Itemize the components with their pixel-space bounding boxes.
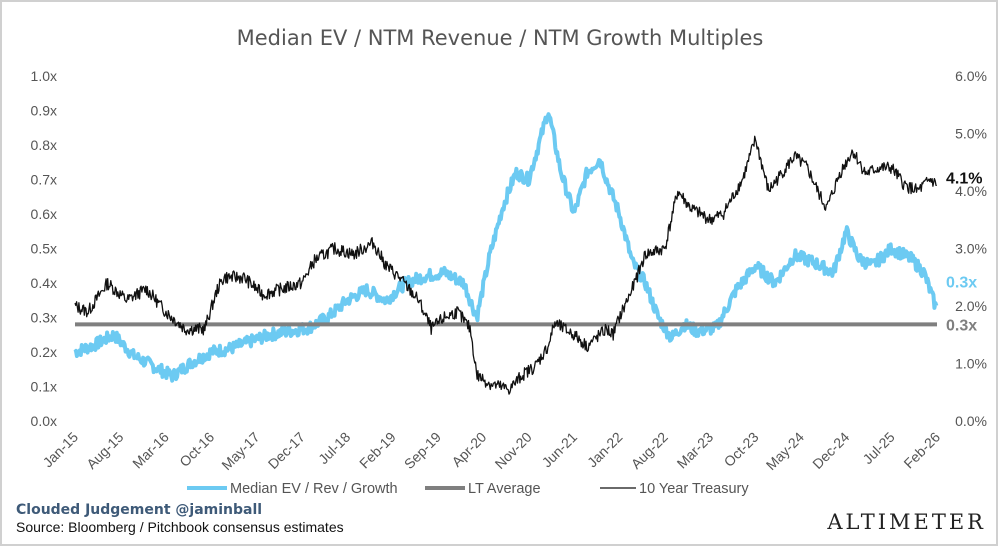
x-tick-label: Jan-15 bbox=[40, 429, 82, 471]
legend-label: Median EV / Rev / Growth bbox=[230, 481, 398, 497]
x-tick-label: Oct-16 bbox=[176, 429, 217, 470]
y-right-tick-label: 5.0% bbox=[955, 126, 987, 142]
y-left-tick-label: 0.1x bbox=[31, 379, 57, 395]
x-tick-label: Feb-19 bbox=[356, 429, 399, 472]
x-tick-label: Feb-26 bbox=[900, 429, 943, 472]
x-tick-label: Mar-16 bbox=[129, 429, 172, 472]
y-left-tick-label: 0.9x bbox=[31, 103, 57, 119]
end-label: 4.1% bbox=[946, 170, 982, 187]
y-right-tick-label: 3.0% bbox=[955, 241, 987, 257]
x-tick-label: Jul-18 bbox=[315, 429, 353, 467]
legend: Median EV / Rev / Growth LT Average 10 Yea… bbox=[187, 481, 749, 497]
y-right-tick-label: 0.0% bbox=[955, 413, 987, 429]
y-axis-left: 0.0x 0.1x 0.2x 0.3x 0.4x 0.5x 0.6x 0.7x 0.8x 0.9x… bbox=[31, 68, 57, 429]
x-tick-label: Dec-17 bbox=[265, 429, 308, 472]
y-left-tick-label: 0.7x bbox=[31, 172, 57, 188]
x-axis: Jan-15 Aug-15 Mar-16 Oct-16 May-17 Dec-17 Jul-… bbox=[40, 429, 944, 473]
y-left-tick-label: 0.5x bbox=[31, 241, 57, 257]
y-left-tick-label: 1.0x bbox=[31, 68, 57, 84]
series-line-median-ev-rev-growth bbox=[73, 112, 939, 383]
y-left-tick-label: 0.0x bbox=[31, 413, 57, 429]
end-label: 0.3x bbox=[946, 317, 977, 334]
credit-text: Clouded Judgement @jaminball bbox=[16, 502, 263, 518]
x-tick-label: Aug-15 bbox=[83, 429, 126, 472]
x-tick-label: Aug-22 bbox=[628, 429, 671, 472]
y-right-tick-label: 4.0% bbox=[955, 183, 987, 199]
x-tick-label: Jun-21 bbox=[539, 429, 581, 471]
brand-logo: ALTIMETER bbox=[827, 510, 986, 534]
series-layer bbox=[73, 112, 939, 395]
x-tick-label: May-24 bbox=[763, 429, 807, 473]
y-left-tick-label: 0.6x bbox=[31, 206, 57, 222]
legend-label: LT Average bbox=[468, 481, 541, 497]
x-tick-label: Apr-20 bbox=[448, 429, 489, 470]
x-tick-label: May-17 bbox=[218, 429, 262, 473]
end-label: 0.3x bbox=[946, 275, 977, 292]
x-tick-label: Dec-24 bbox=[809, 429, 852, 472]
legend-label: 10 Year Treasury bbox=[639, 481, 749, 497]
y-right-tick-label: 1.0% bbox=[955, 356, 987, 372]
x-tick-label: Jan-22 bbox=[584, 429, 626, 471]
end-labels: 4.1% 0.3x 0.3x bbox=[946, 170, 982, 334]
y-left-tick-label: 0.2x bbox=[31, 344, 57, 360]
y-right-tick-label: 2.0% bbox=[955, 298, 987, 314]
x-tick-label: Oct-23 bbox=[721, 429, 762, 470]
x-tick-label: Jul-25 bbox=[859, 429, 897, 467]
y-left-tick-label: 0.3x bbox=[31, 310, 57, 326]
y-right-tick-label: 6.0% bbox=[955, 68, 987, 84]
x-tick-label: Mar-23 bbox=[674, 429, 717, 472]
chart-title: Median EV / NTM Revenue / NTM Growth Mul… bbox=[237, 26, 764, 50]
source-text: Source: Bloomberg / Pitchbook consensus … bbox=[16, 519, 344, 535]
y-left-tick-label: 0.8x bbox=[31, 137, 57, 153]
x-tick-label: Nov-20 bbox=[492, 429, 535, 472]
series-line-10-year-treasury bbox=[74, 135, 938, 395]
y-left-tick-label: 0.4x bbox=[31, 275, 57, 291]
x-tick-label: Sep-19 bbox=[401, 429, 444, 472]
y-axis-right: 0.0% 1.0% 2.0% 3.0% 4.0% 5.0% 6.0% bbox=[955, 68, 987, 429]
